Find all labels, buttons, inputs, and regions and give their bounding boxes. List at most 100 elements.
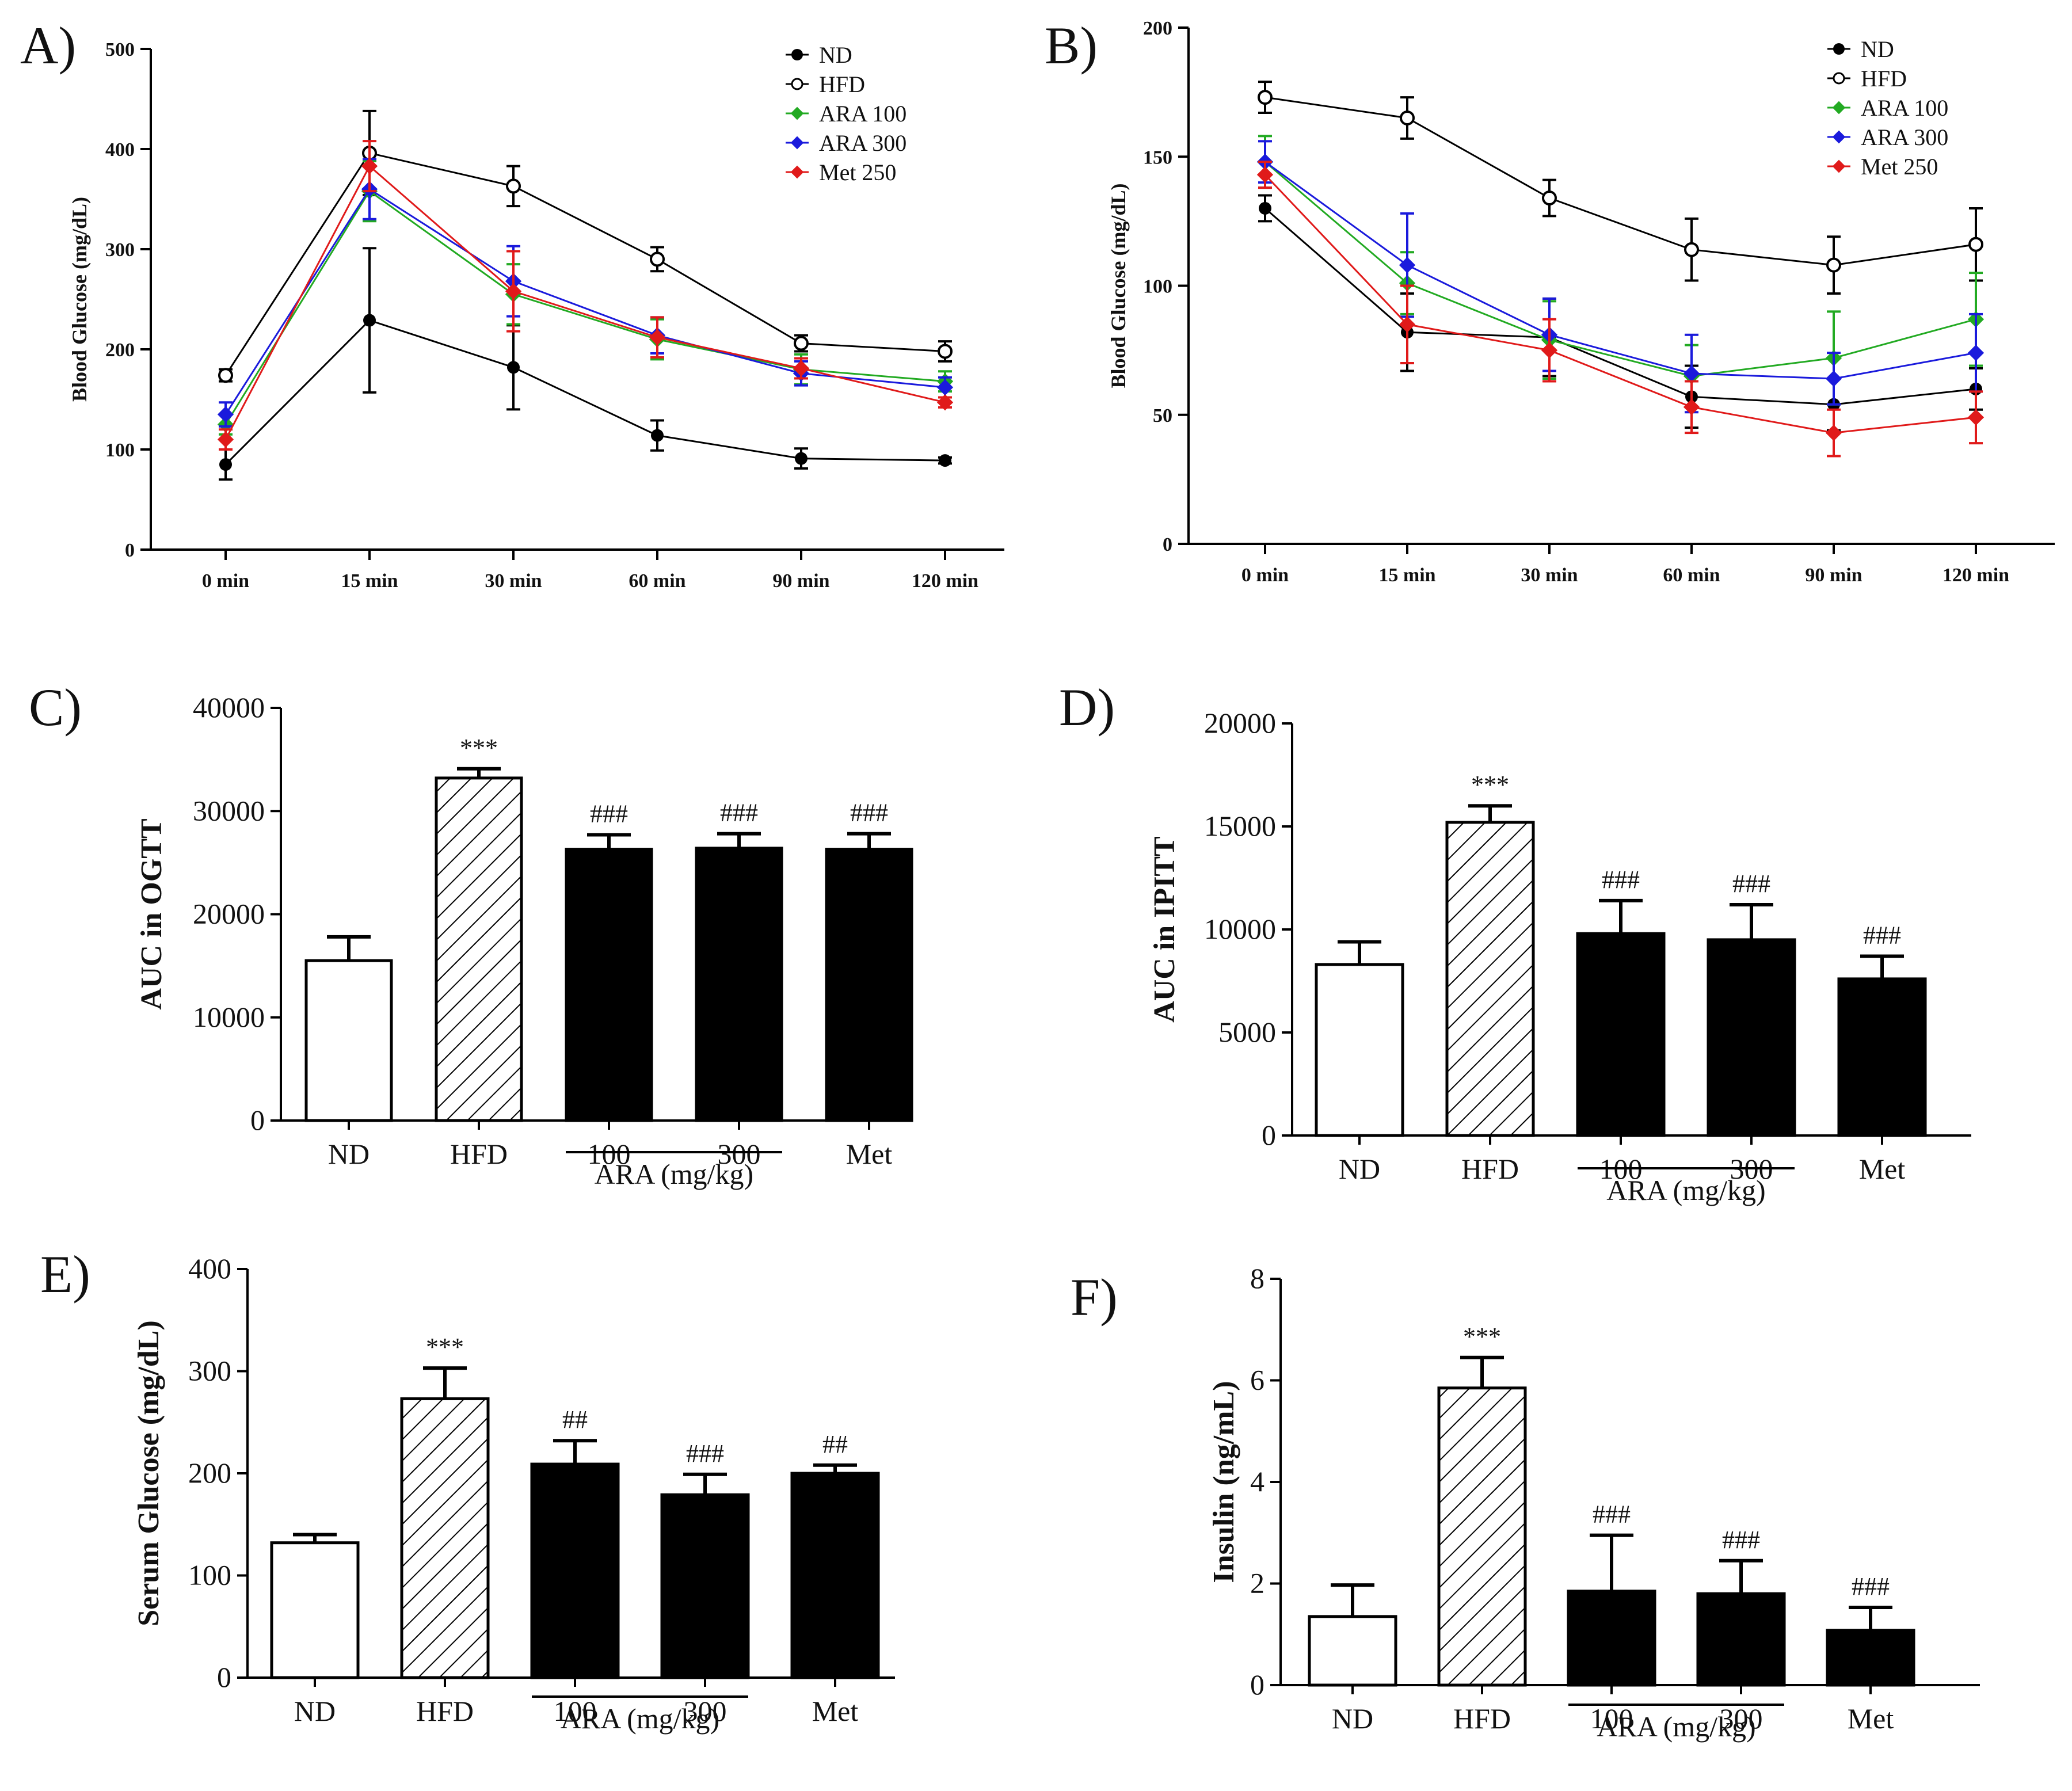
data-point: [1684, 242, 1699, 257]
significance-label: ***: [1463, 1323, 1501, 1351]
x-tick-label: 100: [1590, 1702, 1633, 1735]
significance-label: ###: [1852, 1572, 1890, 1601]
data-point: [794, 336, 809, 351]
x-tick-label: 300: [1720, 1702, 1763, 1735]
legend-marker: [1832, 130, 1846, 144]
data-point: [1542, 190, 1557, 206]
significance-label: ###: [590, 799, 628, 828]
x-tick-label: HFD: [416, 1695, 474, 1727]
y-axis-title: AUC in OGTT: [135, 818, 168, 1009]
x-tick-label: Met: [812, 1695, 859, 1727]
legend-label: ND: [819, 42, 852, 68]
x-tick-label: ND: [1339, 1153, 1380, 1185]
series-ara-300: [217, 158, 954, 428]
chart-panel-d: D) 0 5000 10000 15000 20000 AUC in IPITT ND *** H…: [1059, 678, 1971, 1206]
data-point: [650, 251, 665, 267]
bar-hfd: [400, 1397, 490, 1679]
data-point: [939, 454, 951, 467]
y-tick-label: 10000: [193, 1001, 265, 1033]
series-line: [1264, 161, 1976, 377]
y-tick-label: 40000: [193, 691, 265, 723]
bar-100: [1576, 932, 1666, 1137]
data-point: [506, 178, 521, 194]
y-tick-label: 10000: [1204, 913, 1276, 945]
significance-label: ***: [1471, 771, 1509, 799]
data-point: [507, 361, 520, 374]
significance-label: ###: [686, 1439, 724, 1468]
x-tick-label: ND: [294, 1695, 336, 1727]
y-tick-label: 300: [105, 239, 135, 261]
data-point: [936, 379, 954, 396]
panel-label: B): [1045, 16, 1098, 75]
bar-300: [1696, 1592, 1786, 1687]
significance-label: ##: [562, 1405, 588, 1434]
series-line: [224, 165, 946, 440]
y-tick-label: 200: [1143, 18, 1172, 39]
group-label: ARA (mg/kg): [561, 1702, 719, 1735]
data-point: [1683, 365, 1700, 382]
y-tick-label: 0: [1163, 534, 1172, 555]
data-point: [1258, 90, 1273, 105]
series-nd: [1258, 194, 1983, 432]
x-tick-label: 60 min: [1663, 565, 1720, 586]
bar-hfd: [1445, 821, 1535, 1137]
data-point: [1968, 237, 1983, 252]
data-point: [217, 431, 234, 448]
significance-label: ###: [1593, 1500, 1631, 1529]
y-tick-label: 5000: [1218, 1016, 1276, 1048]
legend-label: ARA 100: [819, 101, 907, 127]
legend-label: ARA 100: [1861, 95, 1948, 121]
legend: ND HFD ARA 100 ARA 300 Met 250: [786, 42, 907, 185]
bar-nd: [304, 959, 393, 1122]
significance-label: ###: [1732, 870, 1770, 898]
data-point: [363, 314, 376, 327]
y-axis-title: Insulin (ng/mL): [1208, 1381, 1240, 1583]
x-tick-label: 15 min: [341, 570, 398, 592]
data-point: [649, 329, 666, 346]
series-line: [1264, 96, 1976, 266]
legend-marker: [1832, 159, 1846, 173]
data-point: [795, 452, 808, 465]
x-tick-label: HFD: [1461, 1153, 1519, 1185]
significance-label: ###: [1722, 1526, 1760, 1554]
legend: ND HFD ARA 100 ARA 300 Met 250: [1827, 36, 1948, 180]
bar-nd: [1308, 1615, 1397, 1687]
series-ara-300: [1256, 140, 1985, 414]
x-tick-label: 120 min: [1943, 565, 2009, 586]
series-line: [224, 188, 946, 415]
data-point: [1967, 409, 1985, 426]
data-point: [1825, 425, 1842, 441]
y-tick-label: 300: [188, 1355, 231, 1387]
series-met-250: [217, 140, 954, 451]
data-point: [1826, 257, 1841, 273]
data-point: [1259, 201, 1271, 215]
data-point: [1683, 399, 1700, 416]
x-tick-label: HFD: [1453, 1702, 1511, 1735]
y-tick-label: 2: [1250, 1567, 1264, 1599]
significance-label: ***: [460, 734, 498, 762]
data-point: [505, 283, 522, 300]
data-point: [1399, 316, 1416, 333]
legend-label: HFD: [819, 71, 865, 97]
bar-nd: [1315, 963, 1404, 1137]
x-tick-label: Met: [1848, 1702, 1894, 1735]
y-tick-label: 100: [105, 440, 135, 461]
legend-marker: [791, 78, 803, 90]
group-label: ARA (mg/kg): [1606, 1174, 1765, 1206]
legend-marker: [790, 165, 804, 179]
y-tick-label: 100: [1143, 276, 1172, 298]
y-tick-label: 200: [105, 340, 135, 361]
y-tick-label: 150: [1143, 147, 1172, 168]
x-tick-label: 300: [684, 1695, 727, 1727]
bar-100: [565, 848, 653, 1122]
series-hfd: [1258, 81, 1983, 295]
x-tick-label: 100: [588, 1138, 631, 1170]
x-tick-label: 300: [718, 1138, 761, 1170]
data-point: [219, 458, 232, 471]
bar-300: [695, 847, 783, 1122]
series-line: [224, 152, 946, 376]
x-tick-label: Met: [1859, 1153, 1906, 1185]
x-tick-label: 120 min: [912, 570, 978, 592]
